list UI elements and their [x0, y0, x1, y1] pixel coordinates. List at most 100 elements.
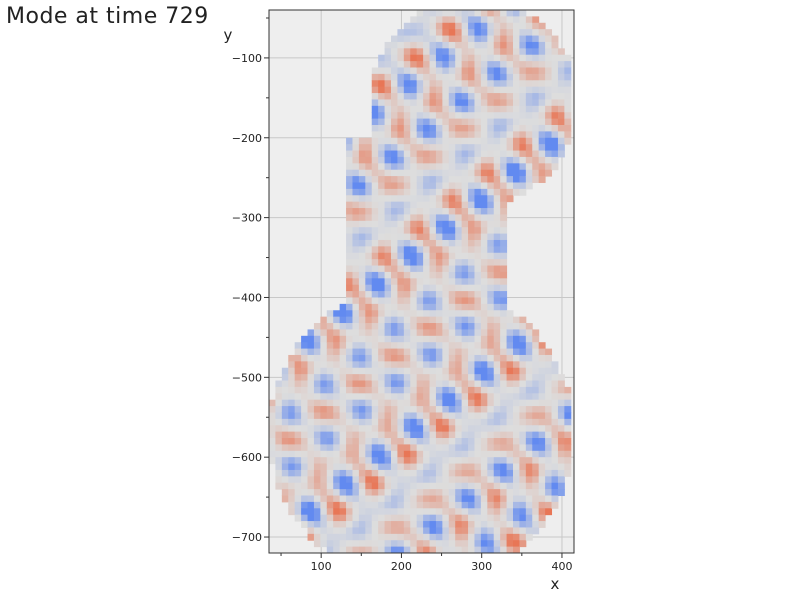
heatmap-cell	[500, 469, 508, 477]
heatmap-cell	[429, 163, 437, 171]
heatmap-cell	[448, 144, 456, 152]
heatmap-cell	[525, 393, 533, 401]
heatmap-cell	[416, 86, 424, 94]
heatmap-cell	[487, 99, 495, 107]
heatmap-cell	[551, 438, 559, 445]
heatmap-cell	[480, 156, 488, 164]
heatmap-cell	[397, 310, 405, 318]
heatmap-cell	[500, 476, 508, 484]
heatmap-cell	[487, 227, 495, 235]
heatmap-cell	[468, 297, 475, 305]
heatmap-cell	[397, 150, 405, 158]
heatmap-cell	[339, 457, 347, 465]
heatmap-cell	[448, 182, 456, 190]
heatmap-cell	[378, 176, 386, 183]
heatmap-cell	[487, 124, 495, 132]
heatmap-cell	[557, 469, 565, 477]
heatmap-cell	[416, 501, 424, 509]
heatmap-cell	[288, 469, 296, 477]
heatmap-cell	[480, 246, 488, 254]
heatmap-cell	[532, 105, 540, 113]
heatmap-cell	[403, 386, 411, 394]
heatmap-cell	[487, 495, 495, 503]
heatmap-cell	[326, 374, 334, 382]
heatmap-cell	[525, 495, 533, 503]
heatmap-cell	[513, 131, 520, 139]
heatmap-cell	[480, 527, 488, 535]
heatmap-cell	[320, 316, 328, 324]
heatmap-cell	[474, 252, 482, 260]
heatmap-cell	[461, 297, 469, 305]
heatmap-cell	[371, 444, 379, 452]
heatmap-cell	[435, 412, 443, 420]
heatmap-cell	[532, 22, 540, 30]
heatmap-cell	[365, 533, 373, 541]
heatmap-cell	[455, 67, 463, 75]
heatmap-cell	[493, 99, 501, 107]
heatmap-cell	[365, 527, 373, 535]
heatmap-cell	[429, 35, 437, 43]
heatmap-cell	[397, 501, 405, 509]
heatmap-cell	[403, 501, 411, 509]
heatmap-cell	[455, 527, 463, 535]
heatmap-cell	[474, 67, 482, 75]
heatmap-cell	[525, 418, 533, 426]
heatmap-cell	[506, 348, 514, 356]
heatmap-cell	[442, 112, 450, 120]
heatmap-cell	[416, 335, 424, 343]
heatmap-cell	[474, 508, 482, 516]
heatmap-cell	[500, 546, 508, 554]
heatmap-cell	[429, 54, 437, 62]
heatmap-cell	[391, 246, 398, 254]
heatmap-cell	[493, 163, 501, 171]
heatmap-cell	[365, 380, 373, 388]
heatmap-cell	[519, 431, 527, 439]
heatmap-cell	[391, 137, 398, 145]
heatmap-cell	[448, 354, 456, 362]
heatmap-cell	[403, 144, 411, 152]
heatmap-cell	[448, 367, 456, 375]
heatmap-cell	[391, 271, 398, 279]
heatmap-cell	[403, 131, 411, 139]
heatmap-cell	[410, 195, 418, 203]
heatmap-cell	[423, 303, 431, 311]
heatmap-cell	[557, 399, 565, 407]
heatmap-cell	[410, 22, 418, 30]
heatmap-cell	[429, 342, 437, 350]
heatmap-cell	[461, 284, 469, 292]
heatmap-cell	[423, 367, 431, 375]
heatmap-cell	[474, 476, 482, 484]
heatmap-cell	[493, 35, 501, 43]
heatmap-cell	[480, 425, 488, 433]
heatmap-cell	[557, 67, 565, 75]
heatmap-cell	[397, 176, 405, 183]
heatmap-cell	[397, 118, 405, 126]
heatmap-cell	[493, 182, 501, 190]
heatmap-cell	[307, 425, 315, 433]
heatmap-cell	[474, 329, 482, 337]
heatmap-cell	[378, 521, 386, 528]
heatmap-cell	[461, 131, 469, 139]
heatmap-cell	[442, 521, 450, 528]
heatmap-cell	[461, 521, 469, 528]
heatmap-cell	[480, 514, 488, 522]
heatmap-cell	[448, 67, 456, 75]
heatmap-cell	[557, 124, 565, 132]
heatmap-cell	[500, 457, 508, 465]
heatmap-cell	[423, 144, 431, 152]
heatmap-cell	[281, 367, 289, 375]
heatmap-cell	[448, 150, 456, 158]
heatmap-cell	[435, 380, 443, 388]
heatmap-cell	[480, 444, 488, 452]
heatmap-cell	[352, 514, 360, 522]
heatmap-cell	[519, 533, 527, 541]
heatmap-cell	[416, 386, 424, 394]
heatmap-cell	[474, 374, 482, 382]
heatmap-cell	[307, 469, 315, 477]
heatmap-cell	[397, 29, 405, 37]
heatmap-cell	[532, 374, 540, 382]
heatmap-cell	[468, 150, 475, 158]
heatmap-cell	[525, 482, 533, 490]
heatmap-cell	[346, 220, 353, 228]
heatmap-cell	[513, 118, 520, 126]
